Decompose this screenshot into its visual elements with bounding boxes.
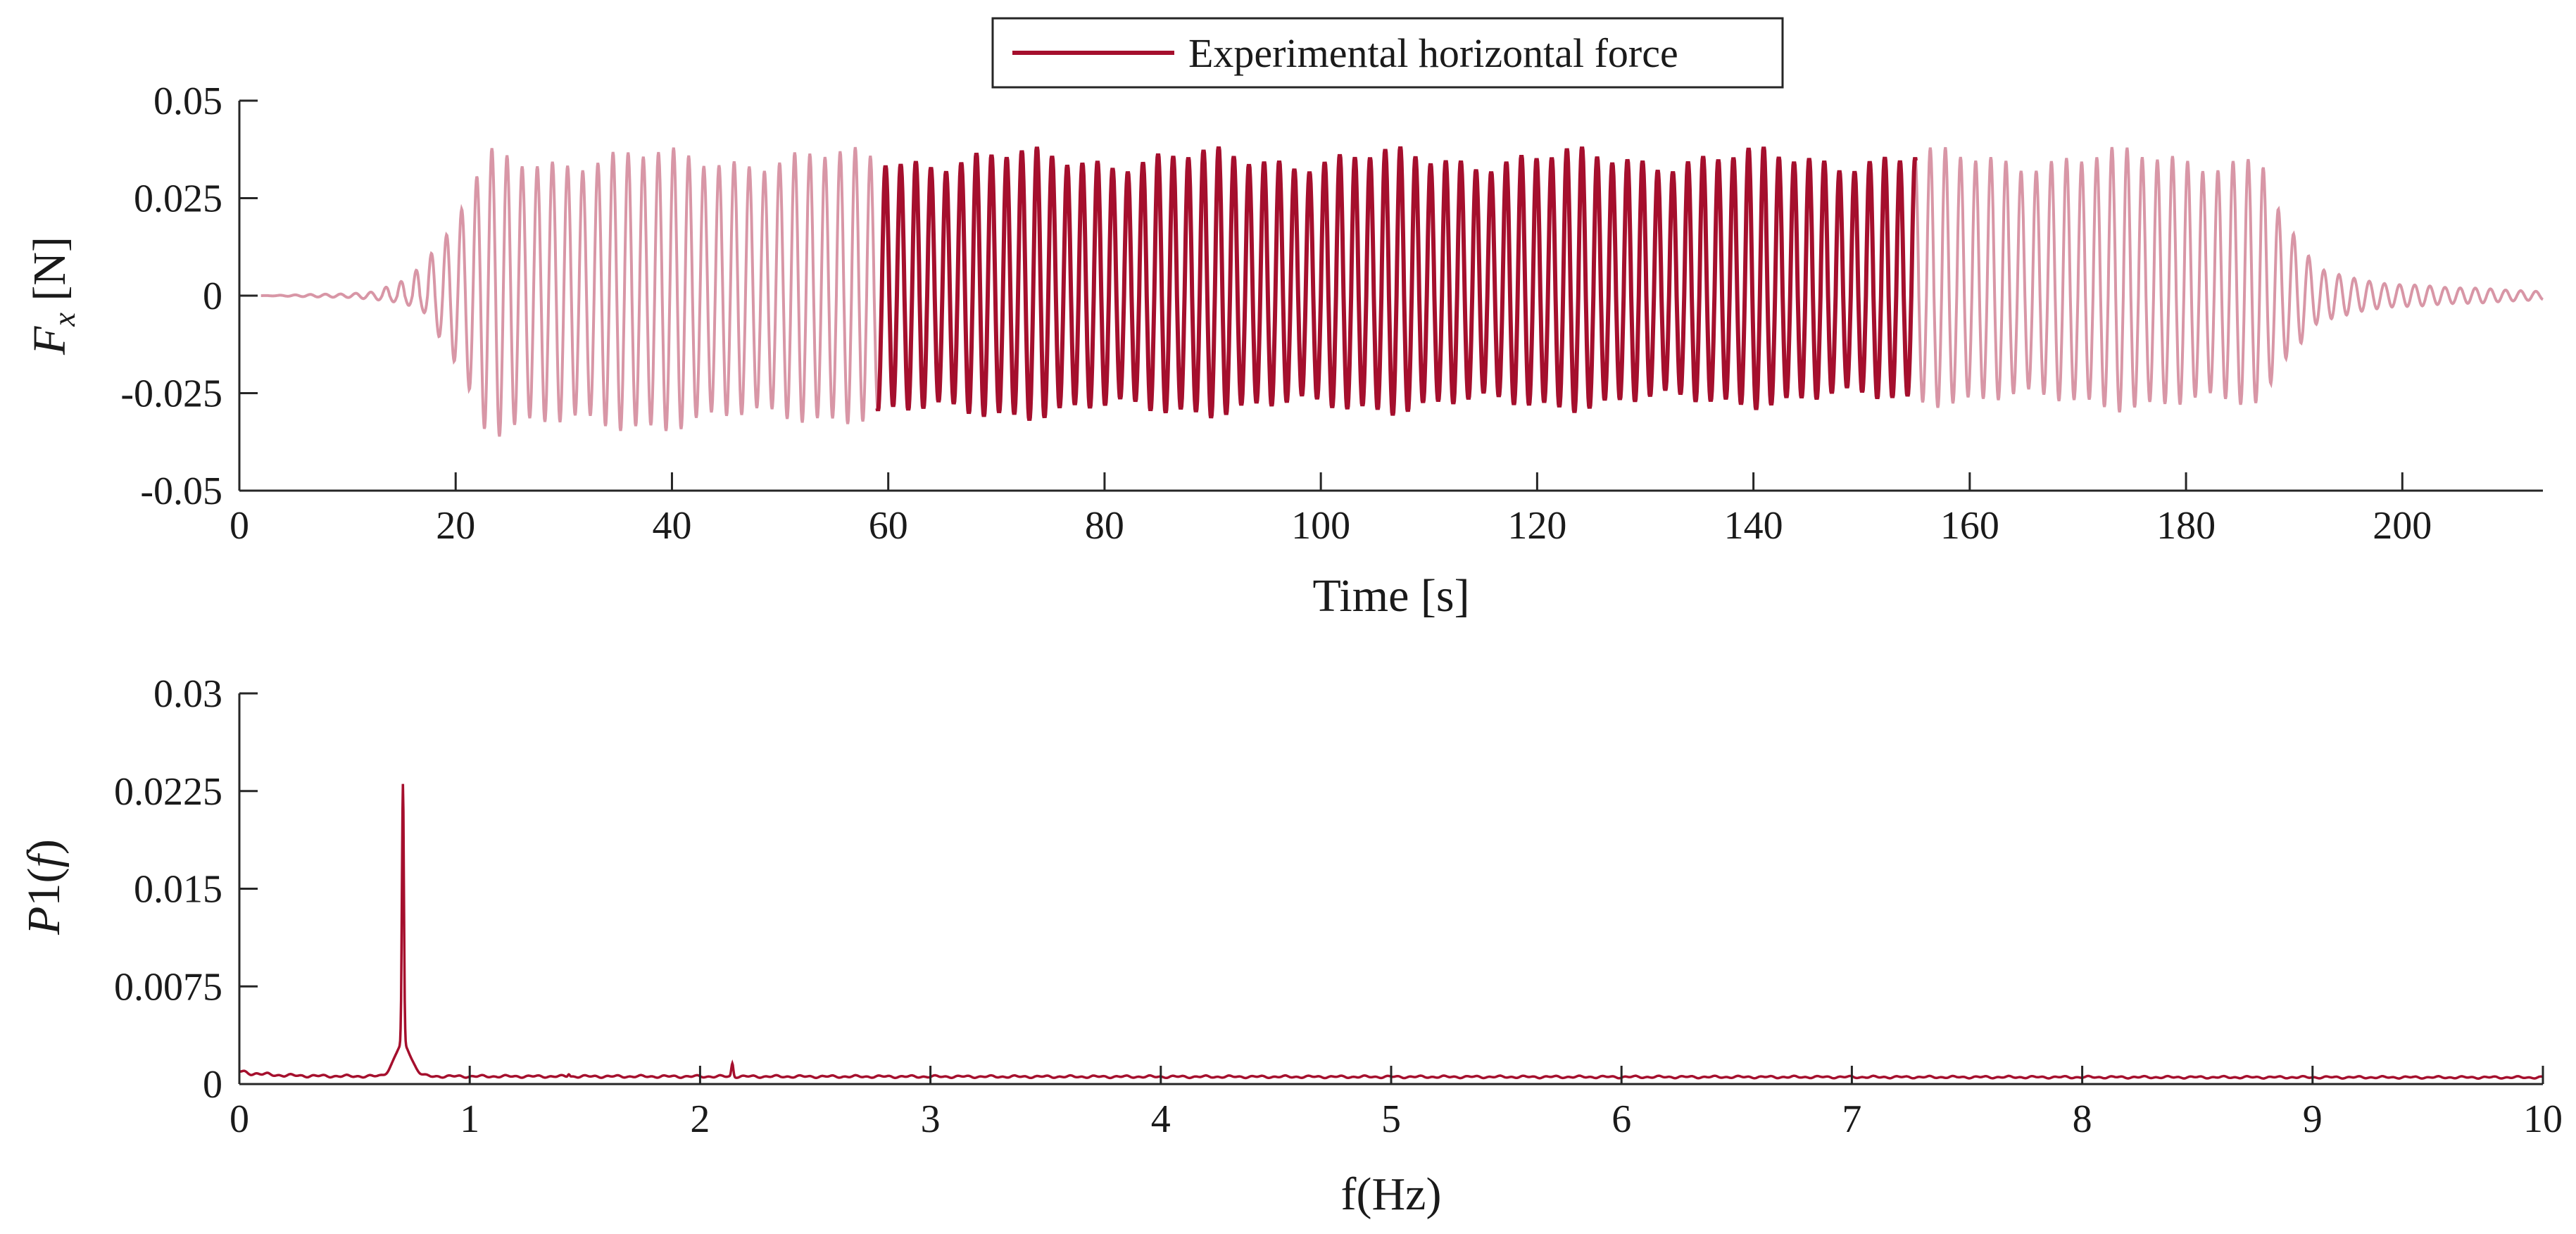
spectrum-y-tick-label: 0.03	[153, 672, 222, 716]
spectrum-plot: 0 0.0075 0.015 0.0225 0.03 0 1 2 3 4 5 6 7 8 9 10 f(Hz…	[18, 672, 2563, 1220]
spectrum-x-axis-label: f(Hz)	[1341, 1169, 1442, 1220]
spectrum-x-tick-label: 7	[1842, 1097, 1861, 1141]
force-x-tick-label: 0	[230, 504, 249, 548]
spectrum-x-tick-label: 1	[460, 1097, 479, 1141]
force-series	[260, 146, 2544, 437]
spectrum-y-axis-open-paren: (	[18, 868, 70, 883]
spectrum-x-tick-label: 0	[230, 1097, 249, 1141]
force-line-highlight-window	[875, 146, 1918, 421]
force-y-axis-unit: [N]	[24, 237, 75, 313]
force-x-tick-label: 200	[2373, 504, 2432, 548]
force-y-ticks: -0.05 -0.025 0 0.025 0.05	[120, 80, 258, 513]
spectrum-x-tick-label: 3	[921, 1097, 941, 1141]
force-x-tick-label: 120	[1507, 504, 1566, 548]
force-x-tick-label: 100	[1291, 504, 1350, 548]
force-y-tick-label: 0	[203, 275, 222, 318]
force-x-tick-label: 60	[869, 504, 908, 548]
spectrum-y-axis-label: P1(f)	[18, 839, 70, 936]
spectrum-y-tick-label: 0.015	[134, 868, 222, 912]
force-x-tick-label: 180	[2156, 504, 2216, 548]
spectrum-y-tick-label: 0	[203, 1063, 222, 1107]
force-y-tick-label: 0.025	[134, 177, 222, 221]
spectrum-x-tick-label: 8	[2073, 1097, 2092, 1141]
force-line-after-window	[1914, 146, 2544, 413]
spectrum-x-tick-label: 5	[1381, 1097, 1401, 1141]
force-y-tick-label: 0.05	[153, 80, 222, 123]
force-line-before-window	[260, 146, 879, 437]
force-x-ticks: 0 20 40 60 80 100 120 140 160 180 200	[230, 472, 2432, 548]
force-y-axis-subscript: x	[47, 313, 82, 327]
spectrum-y-axis-close-paren: )	[18, 839, 70, 855]
spectrum-y-tick-label: 0.0075	[114, 965, 222, 1009]
spectrum-x-tick-label: 9	[2303, 1097, 2323, 1141]
spectrum-y-tick-label: 0.0225	[114, 770, 222, 814]
force-x-tick-label: 80	[1085, 504, 1124, 548]
force-x-tick-label: 140	[1724, 504, 1783, 548]
force-y-tick-label: -0.025	[120, 372, 222, 416]
spectrum-y-axis-symbol: P	[18, 906, 70, 935]
spectrum-y-axis-digit: 1	[18, 883, 70, 906]
spectrum-x-tick-label: 4	[1151, 1097, 1171, 1141]
spectrum-x-tick-label: 10	[2523, 1097, 2563, 1141]
force-time-plot: -0.05 -0.025 0 0.025 0.05 0 20 40 60 80 100 120 140…	[24, 17, 2544, 622]
legend: Experimental horizontal force	[991, 17, 1784, 89]
spectrum-x-ticks: 0 1 2 3 4 5 6 7 8 9 10	[230, 1066, 2563, 1141]
force-x-tick-label: 160	[1940, 504, 1999, 548]
force-x-tick-label: 20	[436, 504, 475, 548]
force-x-axis-label: Time [s]	[1312, 570, 1469, 622]
force-y-tick-label: -0.05	[140, 470, 222, 513]
spectrum-x-tick-label: 2	[690, 1097, 710, 1141]
force-y-axis-label: Fx [N]	[24, 237, 82, 355]
legend-entry-label: Experimental horizontal force	[1188, 30, 1678, 76]
spectrum-x-tick-label: 6	[1611, 1097, 1631, 1141]
force-x-tick-label: 40	[652, 504, 691, 548]
force-y-axis-symbol: F	[24, 326, 75, 355]
spectrum-y-ticks: 0 0.0075 0.015 0.0225 0.03	[114, 672, 258, 1107]
